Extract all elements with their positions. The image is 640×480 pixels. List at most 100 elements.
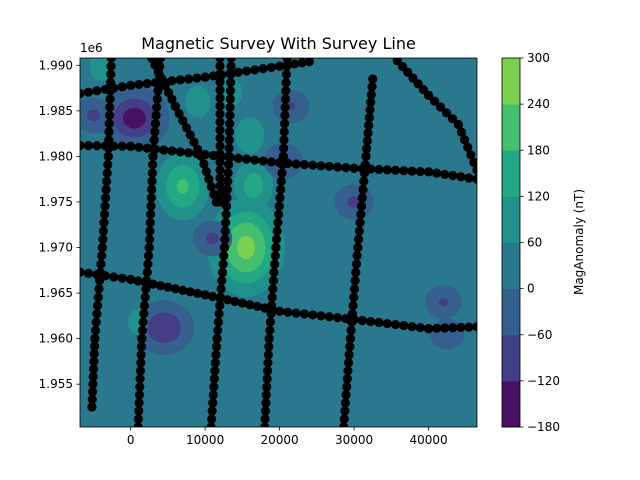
- x-tick-label: 20000: [261, 433, 299, 447]
- survey-point: [139, 300, 150, 311]
- survey-point: [282, 58, 292, 63]
- survey-point: [136, 358, 146, 368]
- survey-point: [181, 123, 192, 133]
- survey-point: [199, 159, 209, 169]
- survey-point: [258, 156, 268, 166]
- anomaly: [134, 300, 195, 356]
- survey-point: [245, 300, 255, 310]
- survey-point: [215, 58, 225, 63]
- survey-point: [96, 259, 106, 269]
- survey-point: [415, 166, 425, 177]
- survey-point: [136, 350, 146, 360]
- survey-point: [104, 135, 114, 145]
- survey-point: [299, 160, 310, 170]
- survey-point: [215, 173, 225, 183]
- survey-point: [117, 82, 127, 92]
- survey-point: [146, 201, 156, 211]
- survey-point: [347, 309, 358, 319]
- contour-band: [147, 312, 181, 343]
- survey-point: [196, 151, 207, 161]
- survey-point: [472, 165, 477, 175]
- survey-point: [349, 284, 360, 294]
- survey-point: [352, 251, 362, 261]
- survey-point: [167, 94, 177, 104]
- survey-point: [211, 342, 222, 352]
- survey-point: [87, 402, 97, 412]
- survey-point: [106, 58, 116, 63]
- survey-point: [143, 251, 154, 261]
- survey-point: [263, 358, 273, 368]
- survey-point: [262, 366, 273, 376]
- survey-point: [212, 334, 222, 344]
- survey-point: [341, 163, 351, 173]
- survey-point: [423, 167, 434, 177]
- survey-point: [435, 102, 446, 112]
- survey-point: [281, 69, 292, 79]
- survey-point: [185, 130, 195, 140]
- survey-point: [262, 374, 272, 384]
- survey-point: [345, 342, 355, 352]
- survey-point: [133, 276, 143, 286]
- survey-point: [207, 414, 217, 424]
- survey-point: [218, 259, 228, 269]
- survey-point: [89, 349, 99, 359]
- survey-point: [273, 218, 283, 228]
- survey-point: [147, 168, 157, 178]
- survey-point: [104, 127, 114, 137]
- contour-band: [206, 232, 220, 245]
- survey-point: [279, 127, 289, 137]
- contour-band: [86, 109, 100, 122]
- survey-point: [268, 276, 279, 286]
- survey-point: [463, 142, 473, 152]
- y-tick-label: 1.975: [39, 195, 73, 209]
- survey-point: [226, 58, 236, 63]
- survey-point: [225, 86, 236, 96]
- survey-point: [189, 137, 199, 147]
- survey-point: [215, 69, 225, 79]
- survey-point: [469, 157, 477, 168]
- survey-point: [274, 209, 284, 219]
- survey-point: [209, 374, 219, 384]
- survey-point: [159, 145, 169, 155]
- survey-point: [215, 165, 225, 175]
- survey-point: [207, 291, 218, 302]
- survey-point: [266, 309, 276, 319]
- survey-point: [278, 151, 288, 161]
- survey-point: [472, 322, 477, 332]
- survey-point: [279, 143, 289, 153]
- survey-point: [264, 334, 274, 344]
- survey-point: [193, 144, 203, 154]
- survey-point: [99, 209, 110, 219]
- survey-point: [225, 119, 235, 129]
- survey-point: [134, 398, 144, 408]
- survey-point: [279, 119, 290, 129]
- survey-point: [261, 398, 271, 408]
- survey-point: [233, 67, 243, 77]
- survey-point: [440, 169, 450, 179]
- survey-point: [276, 184, 286, 195]
- survey-point: [215, 157, 225, 167]
- survey-point: [153, 78, 164, 88]
- survey-point: [215, 141, 225, 151]
- survey-point: [94, 284, 104, 294]
- survey-point: [275, 306, 285, 316]
- colorbar-band: [502, 196, 520, 243]
- survey-point: [453, 119, 463, 130]
- survey-point: [472, 174, 477, 184]
- survey-point: [139, 309, 149, 319]
- survey-segment: [260, 58, 292, 427]
- survey-point: [219, 242, 230, 253]
- survey-point: [222, 184, 232, 195]
- survey-point: [275, 193, 285, 203]
- survey-point: [134, 406, 144, 416]
- survey-point: [151, 110, 161, 120]
- survey-point: [456, 172, 466, 182]
- survey-segment: [133, 58, 166, 427]
- survey-point: [250, 155, 260, 165]
- colorbar-band: [502, 242, 520, 290]
- survey-point: [423, 324, 434, 334]
- survey-point: [154, 69, 164, 79]
- survey-point: [93, 292, 103, 302]
- survey-point: [117, 141, 127, 151]
- survey-point: [266, 157, 276, 167]
